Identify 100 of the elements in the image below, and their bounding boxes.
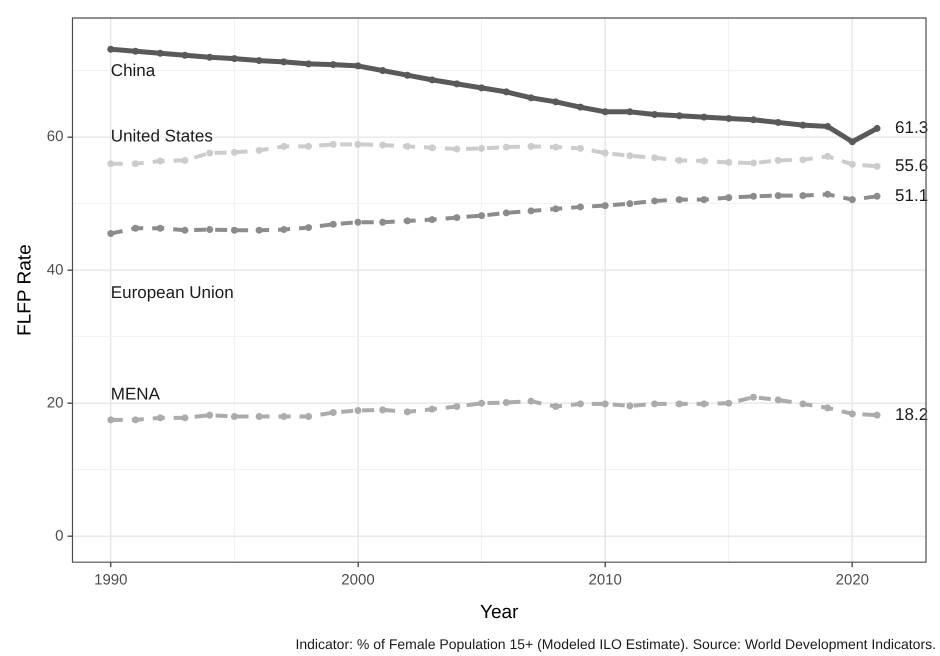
point [206,412,214,419]
point [181,226,188,234]
point [107,230,114,238]
point [502,88,510,96]
point [330,140,337,148]
point [305,224,312,232]
point [181,52,188,59]
point [453,214,460,222]
point [132,416,140,424]
point [700,158,708,165]
point [280,58,288,66]
point [799,156,806,164]
point [874,124,881,132]
series-label: MENA [110,384,161,404]
y-axis-title: FLFP Rate [14,244,36,336]
point [799,122,806,129]
point [774,396,782,404]
point [750,192,757,200]
point [528,398,535,405]
point [626,402,634,410]
point [230,413,238,420]
text: Indicator: % of Female Population 15+ (Modeled ILO Estimate). Source: World Development Indicators. [295,636,936,652]
series-label: United States [110,126,213,146]
x-tick-label: 2010 [588,571,622,588]
point [280,142,288,150]
point [404,217,411,224]
x-axis-title: Year [480,602,520,623]
point [725,158,732,166]
point [750,394,757,401]
point [528,94,535,102]
point [230,148,238,156]
point [132,224,140,232]
point [256,226,263,234]
point [156,414,164,422]
point [651,400,658,408]
point [206,226,214,234]
point [824,190,832,198]
point [799,192,806,200]
point [478,144,486,152]
point [626,108,634,116]
point [651,110,658,118]
point [330,220,337,228]
point [848,196,856,204]
point [330,61,337,68]
point [354,218,362,226]
point [750,160,757,167]
point [379,67,386,74]
point [256,146,263,154]
point [305,413,312,420]
point [848,160,856,168]
point [750,116,757,124]
point [428,406,436,413]
point [774,192,782,200]
point [354,62,362,70]
y-tick-label: 20 [46,394,64,412]
point [848,410,856,418]
point [700,196,708,204]
point [502,209,510,216]
point [354,407,362,414]
text: European Union [110,283,234,302]
point [502,399,510,406]
point [774,156,782,164]
point [700,114,708,121]
point [181,156,188,164]
point [774,118,782,126]
point [725,194,732,202]
point [107,416,114,424]
point [552,403,560,410]
point [576,144,584,152]
point [602,202,609,210]
x-tick-label: 1990 [94,571,128,588]
point [552,144,560,151]
point [404,72,411,79]
y-tick-label: 0 [55,527,64,544]
x-tick-label: 2000 [341,571,375,588]
point [626,152,634,160]
point [848,138,856,146]
point [280,413,288,420]
point [874,162,881,170]
point [576,400,584,408]
point [824,122,832,130]
point [502,144,510,151]
point [478,400,486,407]
point [453,80,460,88]
point [156,50,164,57]
point [428,216,436,224]
point [428,76,436,84]
point [453,146,460,153]
point [107,46,114,53]
point [280,226,288,234]
point [206,150,214,157]
point [576,104,584,111]
x-tick-label: 2020 [836,571,870,588]
point [552,205,560,212]
point [824,152,832,160]
point [230,226,238,234]
point [700,400,708,408]
point [107,160,114,168]
y-tick-label: 60 [46,128,64,146]
point [256,57,263,64]
